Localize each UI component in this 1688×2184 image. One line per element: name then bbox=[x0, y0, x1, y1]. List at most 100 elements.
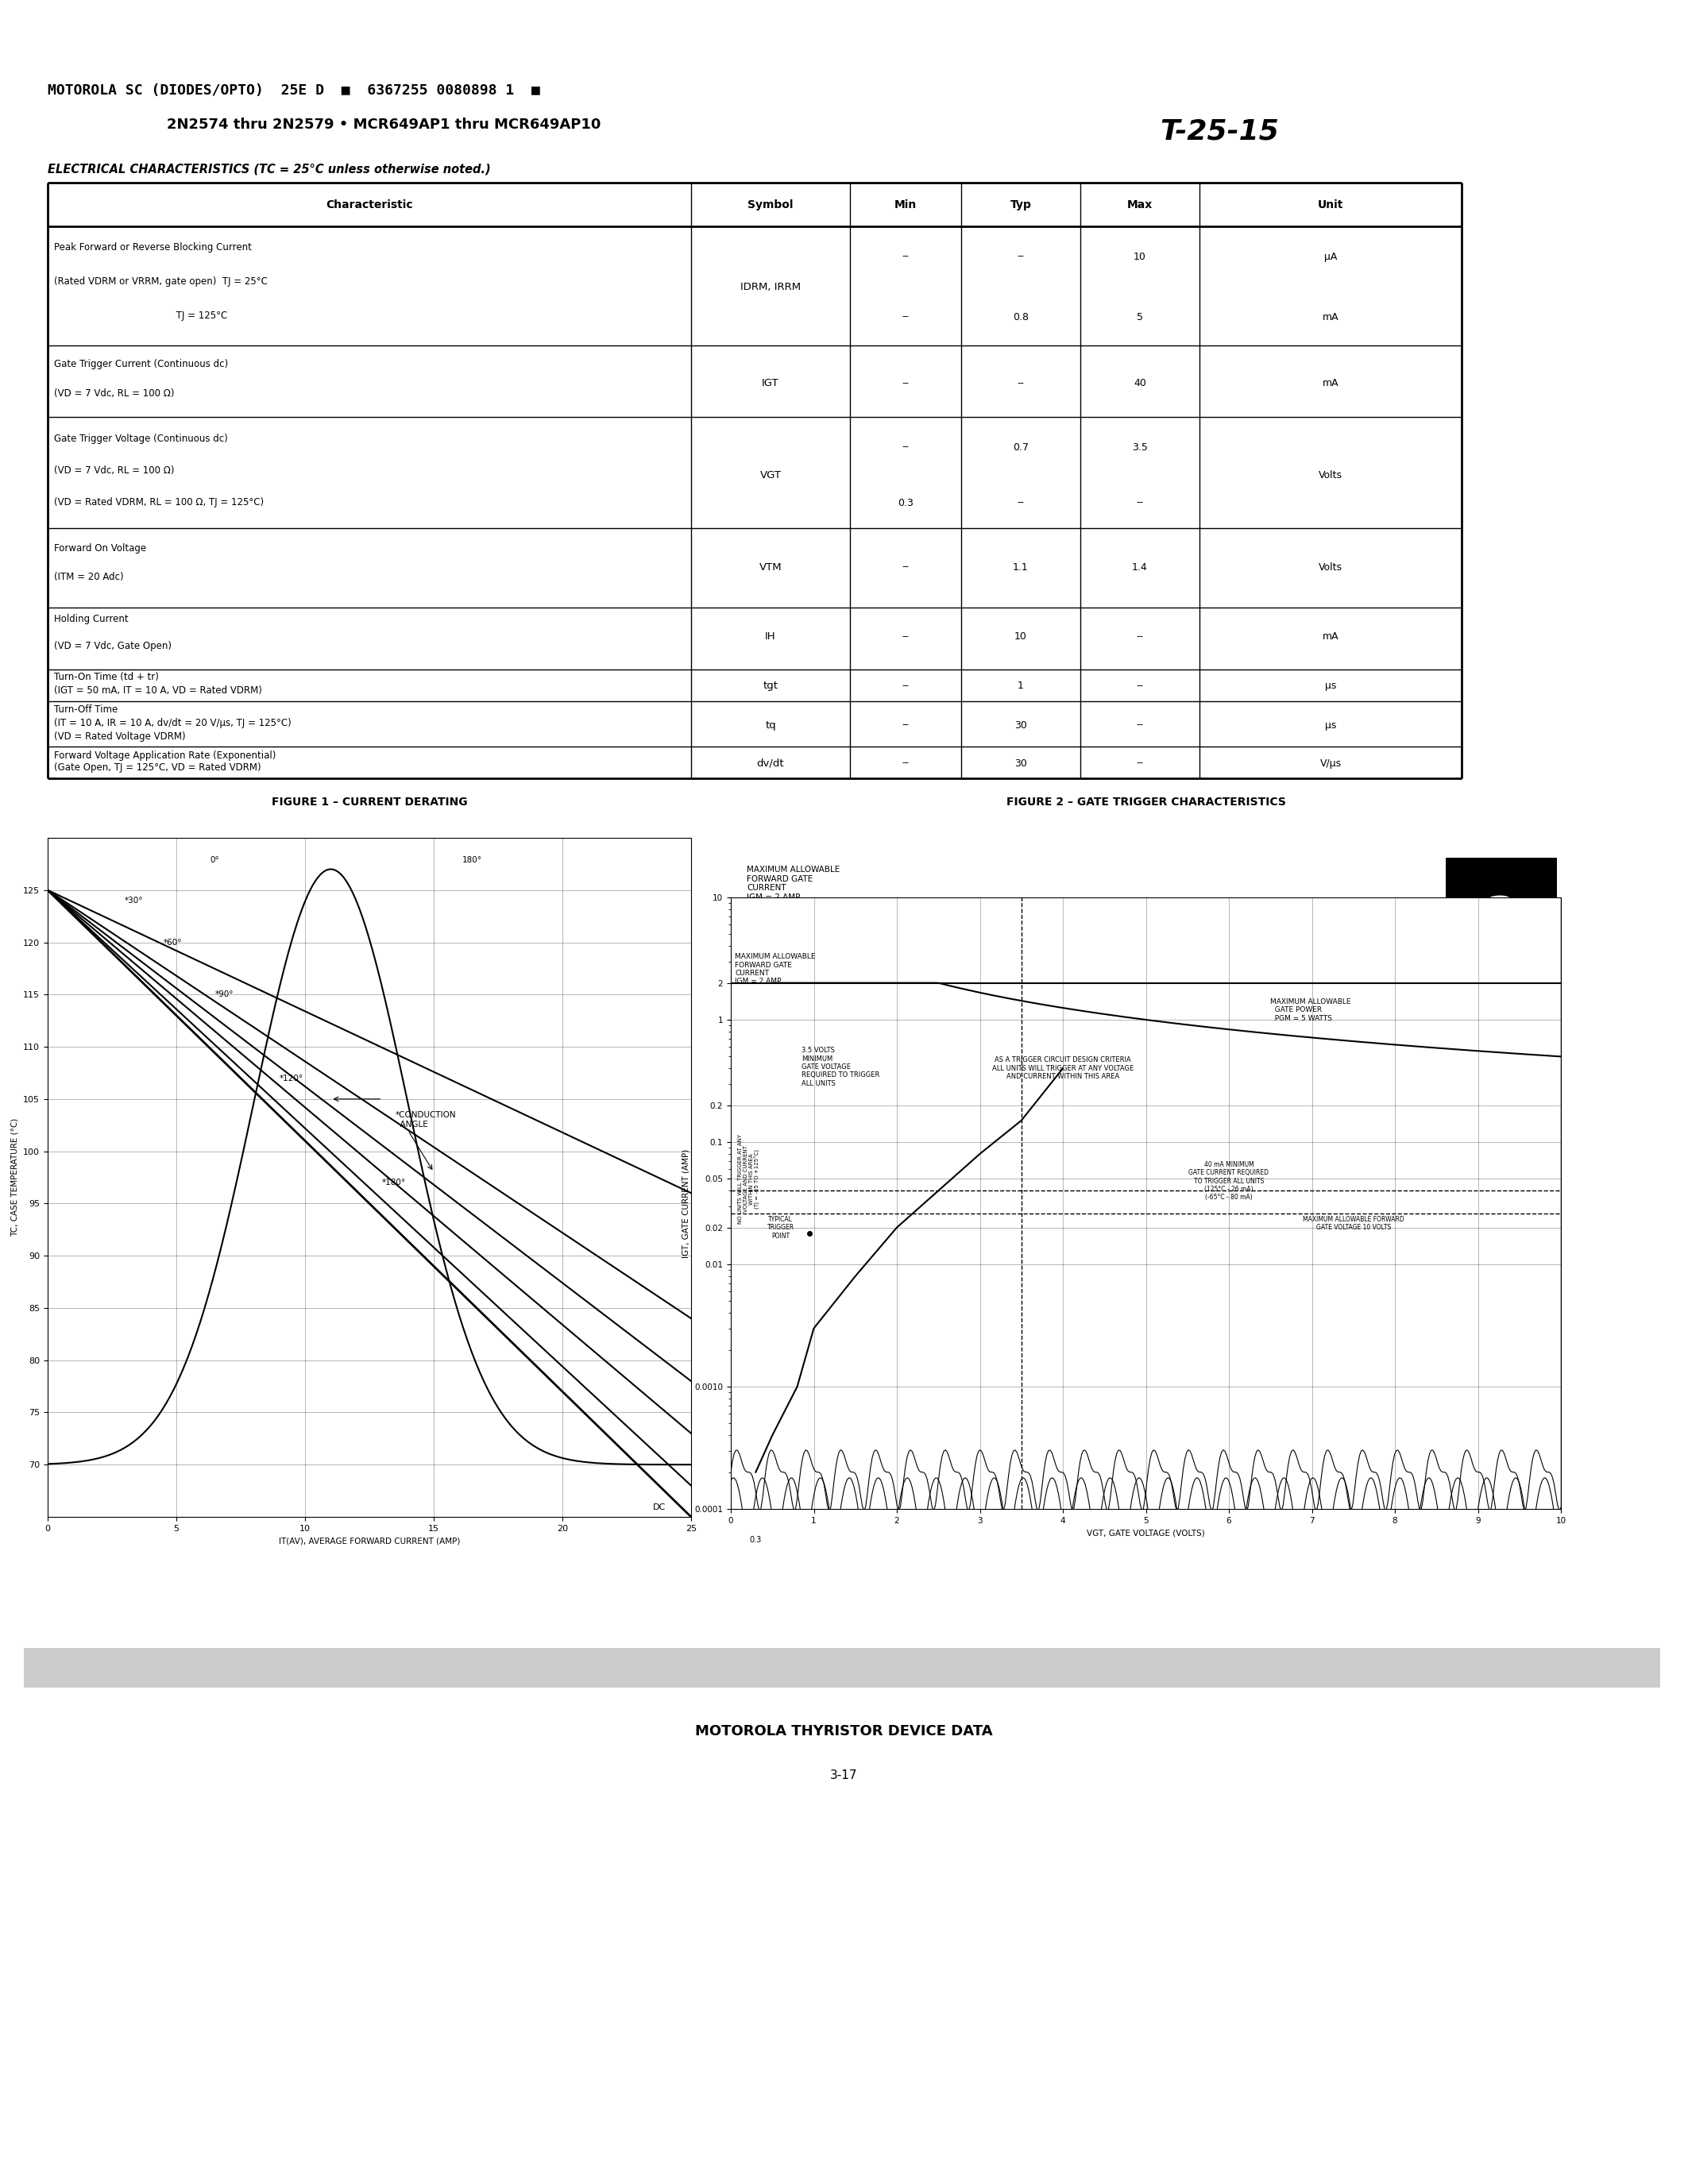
Text: 3.5 VOLTS
MINIMUM
GATE VOLTAGE
REQUIRED TO TRIGGER
ALL UNITS: 3.5 VOLTS MINIMUM GATE VOLTAGE REQUIRED … bbox=[802, 1046, 879, 1088]
Text: --: -- bbox=[901, 758, 910, 769]
Text: (VD = Rated Voltage VDRM): (VD = Rated Voltage VDRM) bbox=[54, 732, 186, 740]
Text: FIGURE 2 – GATE TRIGGER CHARACTERISTICS: FIGURE 2 – GATE TRIGGER CHARACTERISTICS bbox=[1006, 797, 1286, 808]
Text: --: -- bbox=[1018, 251, 1025, 262]
Text: 0.8: 0.8 bbox=[1013, 312, 1028, 321]
Text: *30°: *30° bbox=[125, 898, 143, 904]
Text: --: -- bbox=[1136, 498, 1143, 509]
Text: (IGT = 50 mA, IT = 10 A, VD = Rated VDRM): (IGT = 50 mA, IT = 10 A, VD = Rated VDRM… bbox=[54, 686, 262, 695]
Text: Turn-Off Time: Turn-Off Time bbox=[54, 705, 118, 714]
Text: μs: μs bbox=[1325, 721, 1337, 729]
Text: dv/dt: dv/dt bbox=[756, 758, 785, 769]
Text: V/μs: V/μs bbox=[1320, 758, 1342, 769]
Text: Min: Min bbox=[895, 199, 917, 210]
Text: Max: Max bbox=[1128, 199, 1153, 210]
Text: Volts: Volts bbox=[1318, 470, 1342, 480]
Text: 10: 10 bbox=[1014, 631, 1026, 642]
Text: 40 mA MINIMUM
GATE CURRENT REQUIRED
TO TRIGGER ALL UNITS
(125°C - 26 mA)
(-65°C : 40 mA MINIMUM GATE CURRENT REQUIRED TO T… bbox=[1188, 1162, 1269, 1201]
Text: 0.3: 0.3 bbox=[749, 1535, 761, 1544]
Text: --: -- bbox=[901, 312, 910, 321]
Bar bbox=[1445, 858, 1556, 972]
Text: AS A TRIGGER CIRCUIT DESIGN CRITERIA
ALL UNITS WILL TRIGGER AT ANY VOLTAGE
AND C: AS A TRIGGER CIRCUIT DESIGN CRITERIA ALL… bbox=[993, 1057, 1134, 1081]
Text: Volts: Volts bbox=[1318, 561, 1342, 572]
Text: --: -- bbox=[1018, 378, 1025, 389]
Text: Holding Current: Holding Current bbox=[54, 614, 128, 625]
X-axis label: IT(AV), AVERAGE FORWARD CURRENT (AMP): IT(AV), AVERAGE FORWARD CURRENT (AMP) bbox=[279, 1538, 461, 1544]
Text: 1.1: 1.1 bbox=[1013, 561, 1028, 572]
Text: --: -- bbox=[901, 441, 910, 452]
Text: Unit: Unit bbox=[1318, 199, 1344, 210]
Text: TJ = 125°C: TJ = 125°C bbox=[54, 310, 228, 321]
Text: mA: mA bbox=[1322, 312, 1339, 321]
Text: --: -- bbox=[901, 681, 910, 690]
X-axis label: VGT, GATE VOLTAGE (VOLTS): VGT, GATE VOLTAGE (VOLTS) bbox=[1087, 1529, 1205, 1538]
Text: μs: μs bbox=[1325, 681, 1337, 690]
Text: *120°: *120° bbox=[279, 1075, 304, 1081]
Text: *CONDUCTION
  ANGLE: *CONDUCTION ANGLE bbox=[395, 1112, 456, 1129]
Text: 5: 5 bbox=[1136, 312, 1143, 321]
Text: Forward On Voltage: Forward On Voltage bbox=[54, 544, 147, 553]
Text: 3-17: 3-17 bbox=[830, 1769, 858, 1780]
Text: (VD = 7 Vdc, Gate Open): (VD = 7 Vdc, Gate Open) bbox=[54, 640, 172, 651]
Text: VTM: VTM bbox=[760, 561, 782, 572]
Text: μA: μA bbox=[1323, 251, 1337, 262]
Text: 3: 3 bbox=[1485, 893, 1518, 937]
Text: --: -- bbox=[901, 251, 910, 262]
Text: 0.3: 0.3 bbox=[898, 498, 913, 509]
Text: Symbol: Symbol bbox=[748, 199, 793, 210]
Text: --: -- bbox=[901, 561, 910, 572]
Text: *60°: *60° bbox=[164, 939, 182, 946]
Text: (VD = Rated VDRM, RL = 100 Ω, TJ = 125°C): (VD = Rated VDRM, RL = 100 Ω, TJ = 125°C… bbox=[54, 496, 263, 507]
Text: MOTOROLA THYRISTOR DEVICE DATA: MOTOROLA THYRISTOR DEVICE DATA bbox=[695, 1723, 993, 1738]
Text: Gate Trigger Current (Continuous dc): Gate Trigger Current (Continuous dc) bbox=[54, 358, 228, 369]
Text: 1: 1 bbox=[1018, 681, 1025, 690]
Text: Peak Forward or Reverse Blocking Current: Peak Forward or Reverse Blocking Current bbox=[54, 242, 252, 251]
Y-axis label: IGT, GATE CURRENT (AMP): IGT, GATE CURRENT (AMP) bbox=[682, 1149, 690, 1258]
Text: (ITM = 20 Adc): (ITM = 20 Adc) bbox=[54, 572, 123, 583]
Text: NO UNITS WILL TRIGGER AT ANY
VOLTAGE AND CURRENT
WITHIN THIS AREA
(TJ = -65 TO +: NO UNITS WILL TRIGGER AT ANY VOLTAGE AND… bbox=[738, 1133, 760, 1223]
Text: VGT: VGT bbox=[760, 470, 782, 480]
Text: --: -- bbox=[1136, 721, 1143, 729]
Text: --: -- bbox=[1136, 758, 1143, 769]
Text: (IT = 10 A, IR = 10 A, dv/dt = 20 V/μs, TJ = 125°C): (IT = 10 A, IR = 10 A, dv/dt = 20 V/μs, … bbox=[54, 719, 292, 727]
Y-axis label: TC, CASE TEMPERATURE (°C): TC, CASE TEMPERATURE (°C) bbox=[10, 1118, 19, 1236]
Text: 3.5: 3.5 bbox=[1133, 441, 1148, 452]
Text: --: -- bbox=[1136, 631, 1143, 642]
Text: (VD = 7 Vdc, RL = 100 Ω): (VD = 7 Vdc, RL = 100 Ω) bbox=[54, 389, 174, 397]
Text: *90°: *90° bbox=[214, 992, 233, 998]
Text: (VD = 7 Vdc, RL = 100 Ω): (VD = 7 Vdc, RL = 100 Ω) bbox=[54, 465, 174, 476]
Text: MOTOROLA SC (DIODES/OPTO)  25E D  ■  6367255 0080898 1  ■: MOTOROLA SC (DIODES/OPTO) 25E D ■ 636725… bbox=[47, 83, 540, 98]
Text: TYPICAL
TRIGGER
POINT: TYPICAL TRIGGER POINT bbox=[766, 1216, 793, 1238]
Text: Turn-On Time (td + tr): Turn-On Time (td + tr) bbox=[54, 673, 159, 681]
Text: Characteristic: Characteristic bbox=[326, 199, 414, 210]
Text: (Gate Open, TJ = 125°C, VD = Rated VDRM): (Gate Open, TJ = 125°C, VD = Rated VDRM) bbox=[54, 762, 262, 773]
Text: --: -- bbox=[901, 378, 910, 389]
Text: IH: IH bbox=[765, 631, 776, 642]
Text: MAXIMUM ALLOWABLE FORWARD
GATE VOLTAGE 10 VOLTS: MAXIMUM ALLOWABLE FORWARD GATE VOLTAGE 1… bbox=[1303, 1216, 1404, 1232]
Text: 0°: 0° bbox=[211, 856, 219, 865]
Text: MAXIMUM ALLOWABLE
  GATE POWER
  PGM = 5 WATTS: MAXIMUM ALLOWABLE GATE POWER PGM = 5 WAT… bbox=[1271, 998, 1350, 1022]
Text: 180°: 180° bbox=[463, 856, 483, 865]
Text: 30: 30 bbox=[1014, 721, 1026, 729]
Text: DC: DC bbox=[653, 1505, 665, 1511]
Text: mA: mA bbox=[1322, 631, 1339, 642]
Text: T-25-15: T-25-15 bbox=[1160, 118, 1280, 144]
Text: Forward Voltage Application Rate (Exponential): Forward Voltage Application Rate (Expone… bbox=[54, 749, 275, 760]
Text: 40: 40 bbox=[1134, 378, 1146, 389]
Text: Typ: Typ bbox=[1009, 199, 1031, 210]
Text: --: -- bbox=[901, 631, 910, 642]
Text: 0.7: 0.7 bbox=[1013, 441, 1028, 452]
Text: Gate Trigger Voltage (Continuous dc): Gate Trigger Voltage (Continuous dc) bbox=[54, 432, 228, 443]
Text: IDRM, IRRM: IDRM, IRRM bbox=[741, 282, 800, 293]
Text: IGT: IGT bbox=[761, 378, 780, 389]
Text: 2N2574 thru 2N2579 • MCR649AP1 thru MCR649AP10: 2N2574 thru 2N2579 • MCR649AP1 thru MCR6… bbox=[167, 118, 601, 131]
Bar bbox=[24, 1649, 1661, 1688]
Text: mA: mA bbox=[1322, 378, 1339, 389]
Text: --: -- bbox=[901, 721, 910, 729]
Text: (Rated VDRM or VRRM, gate open)  TJ = 25°C: (Rated VDRM or VRRM, gate open) TJ = 25°… bbox=[54, 277, 268, 286]
Text: ELECTRICAL CHARACTERISTICS (TC = 25°C unless otherwise noted.): ELECTRICAL CHARACTERISTICS (TC = 25°C un… bbox=[47, 164, 491, 175]
Text: FIGURE 1 – CURRENT DERATING: FIGURE 1 – CURRENT DERATING bbox=[272, 797, 468, 808]
Text: MAXIMUM ALLOWABLE
FORWARD GATE
CURRENT
IGM = 2 AMP: MAXIMUM ALLOWABLE FORWARD GATE CURRENT I… bbox=[734, 952, 815, 985]
Text: --: -- bbox=[1136, 681, 1143, 690]
Text: 10: 10 bbox=[1134, 251, 1146, 262]
Text: tq: tq bbox=[765, 721, 776, 729]
